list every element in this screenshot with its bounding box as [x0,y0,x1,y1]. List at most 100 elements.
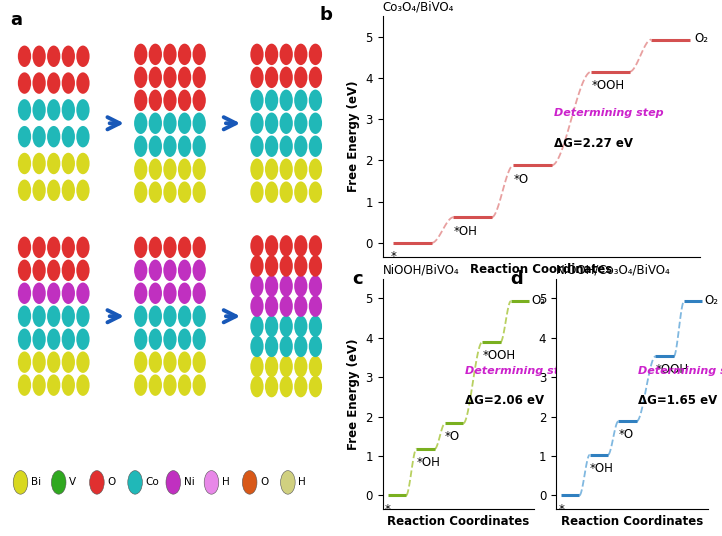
Circle shape [32,306,45,327]
Circle shape [32,180,45,201]
Circle shape [309,159,322,180]
Circle shape [61,306,75,327]
Circle shape [309,113,322,134]
Circle shape [134,259,147,281]
Circle shape [309,336,322,357]
Circle shape [47,72,61,94]
Circle shape [294,295,308,317]
Circle shape [77,72,90,94]
Circle shape [193,375,206,396]
Circle shape [77,282,90,304]
Circle shape [178,259,191,281]
Text: Ni: Ni [184,478,195,487]
Circle shape [279,356,293,377]
Circle shape [265,90,278,111]
Circle shape [47,236,61,258]
Circle shape [32,126,45,147]
Circle shape [178,182,191,203]
Circle shape [134,352,147,373]
Circle shape [18,72,31,94]
Circle shape [47,180,61,201]
Circle shape [134,236,147,258]
Circle shape [163,259,177,281]
Circle shape [251,182,264,203]
Circle shape [309,90,322,111]
Circle shape [265,113,278,134]
Circle shape [134,66,147,88]
Circle shape [32,236,45,258]
Circle shape [279,113,293,134]
Circle shape [294,66,308,88]
Circle shape [251,376,264,397]
Circle shape [193,306,206,327]
Text: b: b [319,6,332,25]
Circle shape [265,276,278,297]
Text: H: H [222,478,230,487]
Circle shape [279,276,293,297]
Y-axis label: Free Energy (eV): Free Energy (eV) [347,338,360,450]
Circle shape [18,306,31,327]
Circle shape [77,180,90,201]
Circle shape [265,356,278,377]
Circle shape [178,306,191,327]
Circle shape [77,352,90,373]
Circle shape [149,43,162,65]
Circle shape [265,159,278,180]
Circle shape [279,136,293,157]
Circle shape [178,66,191,88]
Circle shape [77,259,90,281]
Circle shape [178,90,191,111]
Text: Determining step: Determining step [638,366,722,376]
Circle shape [279,182,293,203]
Circle shape [163,66,177,88]
Circle shape [90,471,104,494]
Circle shape [149,259,162,281]
Circle shape [178,282,191,304]
Circle shape [309,136,322,157]
Circle shape [178,329,191,350]
Text: *: * [391,250,396,263]
Text: H: H [298,478,306,487]
Circle shape [178,159,191,180]
Circle shape [251,336,264,357]
Circle shape [163,236,177,258]
Circle shape [32,153,45,174]
Circle shape [243,471,257,494]
Circle shape [178,352,191,373]
Circle shape [47,259,61,281]
Circle shape [47,126,61,147]
Text: *OOH: *OOH [656,363,689,376]
Circle shape [77,99,90,121]
Circle shape [251,316,264,337]
Text: c: c [352,270,363,287]
Circle shape [193,136,206,157]
Circle shape [294,316,308,337]
Circle shape [279,336,293,357]
Circle shape [265,255,278,277]
Circle shape [309,235,322,257]
Circle shape [294,336,308,357]
Circle shape [294,43,308,65]
Circle shape [32,375,45,396]
Circle shape [51,471,66,494]
Circle shape [251,295,264,317]
Circle shape [149,66,162,88]
Circle shape [294,159,308,180]
Circle shape [265,43,278,65]
Text: ΔG=2.27 eV: ΔG=2.27 eV [554,137,633,151]
Circle shape [134,182,147,203]
Circle shape [281,471,295,494]
Circle shape [178,236,191,258]
Text: *: * [385,503,391,516]
Circle shape [47,99,61,121]
Text: Determining step: Determining step [464,366,574,376]
Circle shape [77,329,90,350]
Circle shape [265,316,278,337]
Circle shape [166,471,180,494]
Circle shape [265,376,278,397]
Circle shape [134,90,147,111]
Circle shape [193,282,206,304]
Circle shape [193,259,206,281]
Text: *OH: *OH [417,456,440,469]
Circle shape [77,126,90,147]
